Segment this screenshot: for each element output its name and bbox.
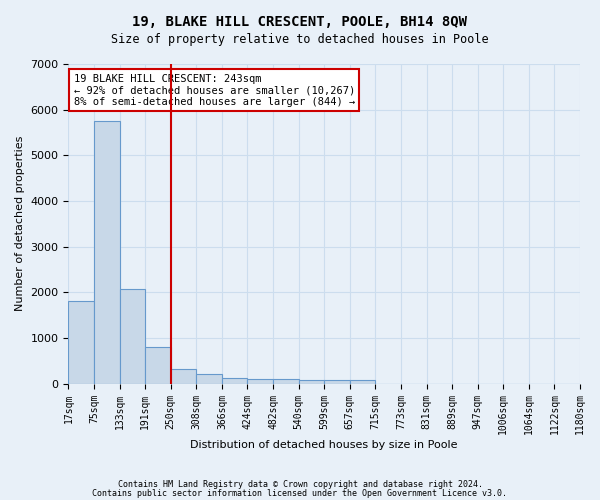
Bar bbox=[119, 289, 145, 384]
Bar bbox=[94, 121, 119, 384]
Y-axis label: Number of detached properties: Number of detached properties bbox=[15, 136, 25, 312]
Bar bbox=[273, 379, 299, 384]
Bar bbox=[247, 379, 273, 384]
Text: Contains HM Land Registry data © Crown copyright and database right 2024.: Contains HM Land Registry data © Crown c… bbox=[118, 480, 482, 489]
Text: Contains public sector information licensed under the Open Government Licence v3: Contains public sector information licen… bbox=[92, 488, 508, 498]
Text: Size of property relative to detached houses in Poole: Size of property relative to detached ho… bbox=[111, 32, 489, 46]
Bar bbox=[350, 380, 376, 384]
Bar bbox=[171, 369, 196, 384]
Bar bbox=[145, 347, 171, 384]
Text: 19, BLAKE HILL CRESCENT, POOLE, BH14 8QW: 19, BLAKE HILL CRESCENT, POOLE, BH14 8QW bbox=[133, 15, 467, 29]
Bar bbox=[68, 302, 94, 384]
Text: 19 BLAKE HILL CRESCENT: 243sqm
← 92% of detached houses are smaller (10,267)
8% : 19 BLAKE HILL CRESCENT: 243sqm ← 92% of … bbox=[74, 74, 355, 107]
Bar bbox=[196, 374, 222, 384]
Bar bbox=[324, 380, 350, 384]
Bar bbox=[299, 380, 324, 384]
X-axis label: Distribution of detached houses by size in Poole: Distribution of detached houses by size … bbox=[190, 440, 458, 450]
Bar bbox=[222, 378, 247, 384]
